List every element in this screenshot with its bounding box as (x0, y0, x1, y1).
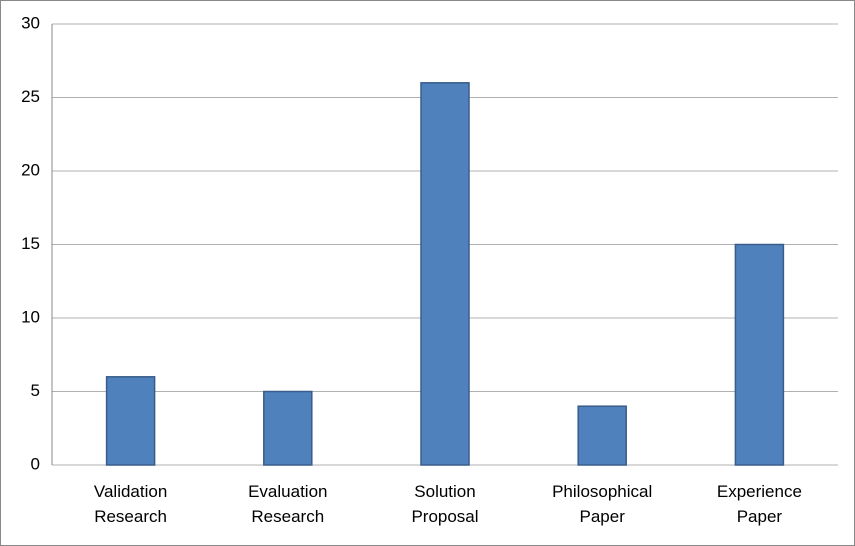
y-tick-label: 20 (21, 160, 40, 179)
bar (577, 405, 627, 466)
y-tick-label: 15 (21, 234, 40, 253)
y-tick-label: 25 (21, 87, 40, 106)
x-tick-label: Evaluation Research (248, 482, 328, 526)
y-tick-label: 0 (31, 454, 40, 473)
y-tick-label: 5 (31, 381, 40, 400)
bar (263, 390, 313, 466)
y-tick-label: 30 (21, 13, 40, 32)
x-tick-label: Solution Proposal (411, 482, 479, 526)
x-tick-label: Validation Research (93, 482, 168, 526)
y-tick-label: 10 (21, 307, 40, 326)
bar (420, 82, 470, 466)
x-tick-label: Experience Paper (716, 482, 802, 526)
x-tick-label: Philosophical Paper (552, 482, 653, 526)
bar (734, 243, 785, 466)
bar (105, 376, 156, 466)
